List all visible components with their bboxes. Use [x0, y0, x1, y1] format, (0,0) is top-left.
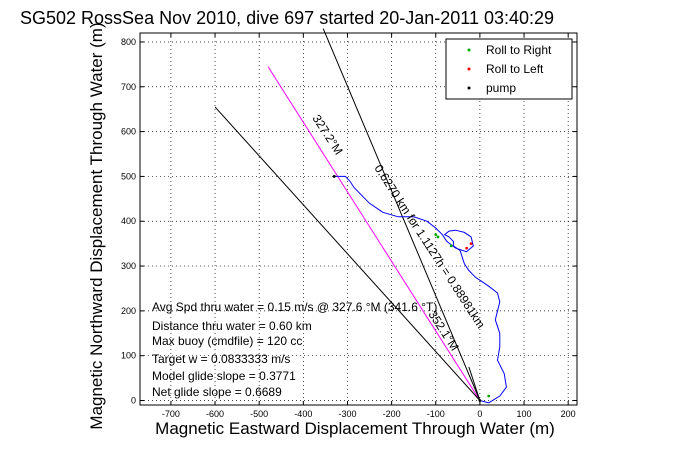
stat-target-w: Target w = 0.0833333 m/s	[152, 352, 290, 366]
y-tick-label: 100	[121, 351, 136, 361]
x-tick-label: 100	[517, 409, 532, 419]
x-tick-label: -700	[162, 409, 180, 419]
track	[334, 175, 507, 404]
legend-label-pump: pump	[486, 81, 516, 95]
marker-roll-right	[436, 235, 440, 239]
y-axis-label: Magnetic Northward Displacement Through …	[87, 22, 106, 429]
ticks: -700 -600 -500 -400 -300 -200 -100 0 100 200 0 100 2…	[121, 33, 577, 419]
x-tick-label: 200	[561, 409, 576, 419]
marker-roll-right	[449, 244, 453, 248]
x-tick-label: -500	[250, 409, 268, 419]
track-line	[334, 175, 507, 404]
x-axis-label: Magnetic Eastward Displacement Through W…	[155, 419, 555, 438]
x-tick-label: -400	[294, 409, 312, 419]
x-tick-label: -600	[206, 409, 224, 419]
x-tick-label: -100	[427, 409, 445, 419]
legend-box	[445, 38, 573, 100]
marker-pump	[478, 399, 482, 402]
y-tick-label: 300	[121, 261, 136, 271]
reference-lines	[214, 28, 481, 401]
marker-roll-left	[469, 242, 473, 246]
stat-distance: Distance thru water = 0.60 km	[152, 319, 312, 333]
y-tick-label: 400	[121, 216, 136, 226]
marker-roll-right	[434, 233, 438, 237]
stat-model-glide-slope: Model glide slope = 0.3771	[152, 369, 296, 383]
marker-roll-left	[465, 246, 469, 250]
marker-pump	[332, 175, 336, 178]
y-tick-label: 600	[121, 127, 136, 137]
stat-net-glide-slope: Net glide slope = 0.6689	[152, 385, 282, 399]
y-tick-label: 200	[121, 306, 136, 316]
stat-avg-speed: Avg Spd thru water = 0.15 m/s @ 327.6 °M…	[152, 300, 437, 314]
reference-line-bound-1	[322, 28, 481, 401]
y-tick-label: 500	[121, 171, 136, 181]
markers	[332, 175, 491, 402]
legend-marker-pump	[467, 86, 471, 90]
x-tick-label: 0	[477, 409, 482, 419]
legend-marker-roll-left	[467, 67, 471, 71]
y-tick-label: 800	[121, 37, 136, 47]
y-tick-label: 0	[131, 396, 136, 406]
reference-line-vector	[468, 366, 481, 401]
y-tick-label: 700	[121, 82, 136, 92]
marker-roll-right	[487, 394, 491, 398]
stat-max-buoy: Max buoy (cmdfile) = 120 cc	[152, 334, 302, 348]
x-tick-label: -300	[338, 409, 356, 419]
reference-line-heading	[267, 66, 481, 401]
reference-line-bound-2	[214, 106, 481, 401]
chart-title: SG502 RossSea Nov 2010, dive 697 started…	[20, 8, 554, 28]
stats-block: Avg Spd thru water = 0.15 m/s @ 327.6 °M…	[152, 300, 437, 399]
legend: Roll to Right Roll to Left pump	[445, 38, 573, 100]
legend-marker-roll-right	[467, 48, 471, 52]
legend-label-roll-right: Roll to Right	[486, 43, 552, 57]
x-tick-label: -200	[383, 409, 401, 419]
legend-label-roll-left: Roll to Left	[486, 62, 544, 76]
